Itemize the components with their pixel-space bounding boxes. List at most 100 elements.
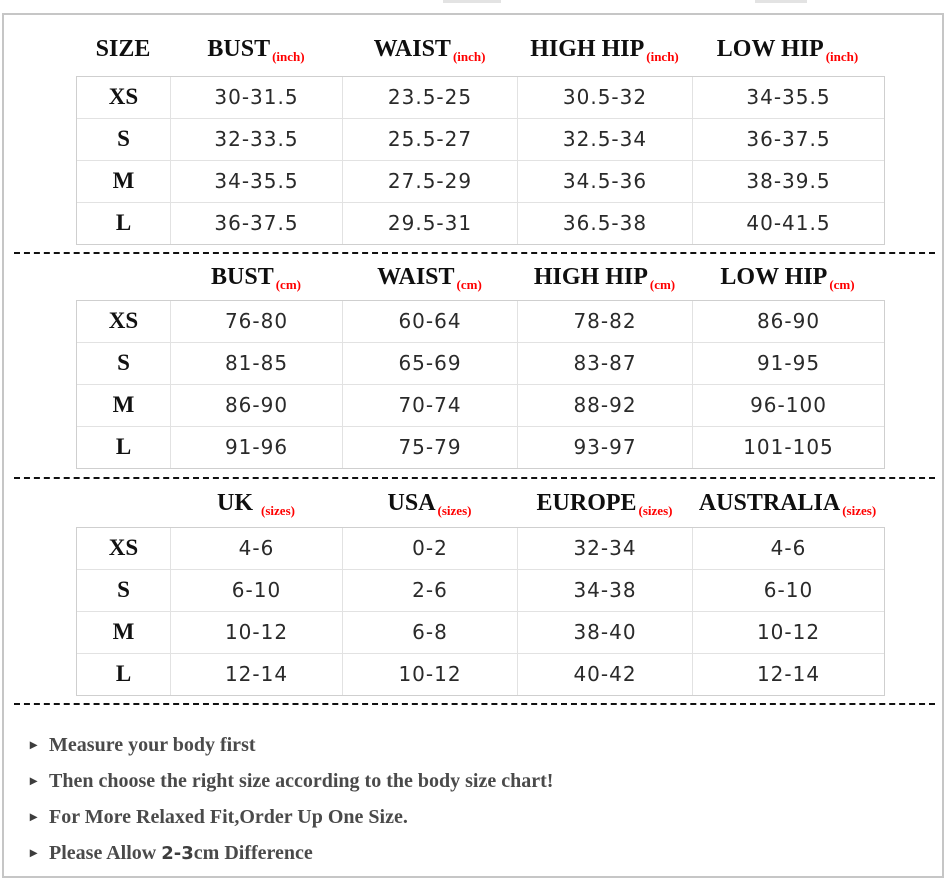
waist-cell: 75-79: [343, 427, 518, 468]
highhip-cell: 78-82: [518, 301, 693, 342]
bust-cell: 34-35.5: [171, 161, 343, 202]
europe-cell: 38-40: [518, 612, 693, 653]
europe-cell: 34-38: [518, 570, 693, 611]
col-header-waist-cm: WAIST (cm): [377, 264, 482, 292]
col-header-empty: [76, 258, 170, 299]
bust-cell: 81-85: [171, 343, 343, 384]
table-row-l: L 91-96 75-79 93-97 101-105: [77, 427, 884, 468]
size-cell: M: [77, 385, 171, 426]
waist-cell: 23.5-25: [343, 77, 518, 118]
unit-label-cm: (cm): [649, 277, 676, 292]
col-header-uk: UK (sizes): [217, 490, 295, 518]
table-row-s: S 81-85 65-69 83-87 91-95: [77, 343, 884, 385]
col-header-size-label: SIZE: [95, 36, 151, 62]
size-cell: L: [77, 203, 171, 244]
col-header-europe: EUROPE (sizes): [536, 490, 673, 518]
col-header-usa: USA (sizes): [387, 490, 472, 518]
size-cell: L: [77, 654, 171, 695]
australia-cell: 4-6: [770, 536, 807, 560]
unit-label-inch: (inch): [272, 49, 305, 64]
table-row-l: L 36-37.5 29.5-31 36.5-38 40-41.5: [77, 203, 884, 244]
col-header-lowhip-inch: LOW HIP (inch): [716, 36, 859, 64]
note-item: ▸ For More Relaxed Fit,Order Up One Size.: [30, 804, 910, 830]
europe-cell: 40-42: [518, 654, 693, 695]
unit-label-inch: (inch): [452, 49, 486, 64]
col-header-australia: AUSTRALIA (sizes): [698, 490, 877, 518]
europe-cell: 32-34: [518, 528, 693, 569]
table-row-xs: XS 30-31.5 23.5-25 30.5-32 34-35.5: [77, 77, 884, 119]
note-text: For More Relaxed Fit,Order Up One Size.: [49, 806, 408, 828]
highhip-cell: 93-97: [518, 427, 693, 468]
size-cell: XS: [77, 528, 171, 569]
unit-label-cm: (cm): [829, 277, 855, 292]
col-header-lowhip-cm: LOW HIP (cm): [720, 264, 855, 292]
highhip-cell: 34.5-36: [518, 161, 693, 202]
lowhip-cell: 38-39.5: [746, 169, 831, 193]
size-cell: L: [77, 427, 171, 468]
uk-cell: 4-6: [171, 528, 343, 569]
note-text: Then choose the right size according to …: [49, 770, 554, 792]
table-row-xs: XS 76-80 60-64 78-82 86-90: [77, 301, 884, 343]
size-cell: XS: [77, 301, 171, 342]
size-cell: M: [77, 161, 171, 202]
lowhip-cell: 36-37.5: [746, 127, 831, 151]
highhip-cell: 30.5-32: [518, 77, 693, 118]
cropped-text-remnant: [443, 0, 501, 3]
col-header-highhip-inch: HIGH HIP (inch): [530, 36, 679, 64]
highhip-cell: 83-87: [518, 343, 693, 384]
bust-cell: 86-90: [171, 385, 343, 426]
australia-cell: 12-14: [756, 662, 821, 686]
uk-cell: 10-12: [171, 612, 343, 653]
lowhip-cell: 40-41.5: [746, 211, 831, 235]
highhip-cell: 88-92: [518, 385, 693, 426]
waist-cell: 25.5-27: [343, 119, 518, 160]
usa-cell: 6-8: [343, 612, 518, 653]
header-row-cm: BUST (cm) WAIST (cm) HIGH HIP (cm) LOW HIP(…: [76, 258, 883, 296]
size-cell: S: [77, 119, 171, 160]
size-table-cm: XS 76-80 60-64 78-82 86-90 S 81-85 65-69…: [76, 300, 885, 469]
table-row-s: S 32-33.5 25.5-27 32.5-34 36-37.5: [77, 119, 884, 161]
col-header-empty: [76, 484, 170, 525]
col-header-highhip-cm: HIGH HIP (cm): [533, 264, 676, 292]
usa-cell: 2-6: [343, 570, 518, 611]
size-cell: XS: [77, 77, 171, 118]
note-item: ▸ Then choose the right size according to…: [30, 768, 910, 794]
size-table-international: XS 4-6 0-2 32-34 4-6 S 6-10 2-6 34-38 6-…: [76, 527, 885, 696]
lowhip-cell: 96-100: [750, 393, 827, 417]
unit-label-inch: (inch): [825, 49, 859, 64]
dashed-divider: [14, 703, 935, 705]
table-row-s: S 6-10 2-6 34-38 6-10: [77, 570, 884, 612]
bust-cell: 30-31.5: [171, 77, 343, 118]
unit-label-sizes: (sizes): [437, 503, 472, 518]
size-cell: S: [77, 570, 171, 611]
lowhip-cell: 91-95: [756, 351, 821, 375]
highhip-cell: 36.5-38: [518, 203, 693, 244]
unit-label-cm: (cm): [275, 277, 301, 292]
dashed-divider: [14, 477, 935, 479]
table-row-xs: XS 4-6 0-2 32-34 4-6: [77, 528, 884, 570]
highhip-cell: 32.5-34: [518, 119, 693, 160]
col-header-bust-cm: BUST (cm): [211, 264, 301, 292]
australia-cell: 6-10: [763, 578, 814, 602]
table-row-m: M 86-90 70-74 88-92 96-100: [77, 385, 884, 427]
usa-cell: 10-12: [343, 654, 518, 695]
waist-cell: 60-64: [343, 301, 518, 342]
waist-cell: 29.5-31: [343, 203, 518, 244]
uk-cell: 6-10: [171, 570, 343, 611]
unit-label-sizes: (sizes): [261, 503, 295, 518]
waist-cell: 65-69: [343, 343, 518, 384]
triangle-bullet-icon: ▸: [30, 810, 38, 825]
unit-label-sizes: (sizes): [842, 503, 877, 518]
triangle-bullet-icon: ▸: [30, 738, 38, 753]
waist-cell: 27.5-29: [343, 161, 518, 202]
australia-cell: 10-12: [756, 620, 821, 644]
note-text: Measure your body first: [49, 734, 256, 756]
col-header-size: SIZE: [76, 30, 170, 71]
size-table-inch: XS 30-31.5 23.5-25 30.5-32 34-35.5 S 32-…: [76, 76, 885, 245]
size-cell: S: [77, 343, 171, 384]
cropped-text-remnant: [755, 0, 807, 3]
usa-cell: 0-2: [343, 528, 518, 569]
col-header-waist-inch: WAIST (inch): [373, 36, 486, 64]
table-row-m: M 10-12 6-8 38-40 10-12: [77, 612, 884, 654]
